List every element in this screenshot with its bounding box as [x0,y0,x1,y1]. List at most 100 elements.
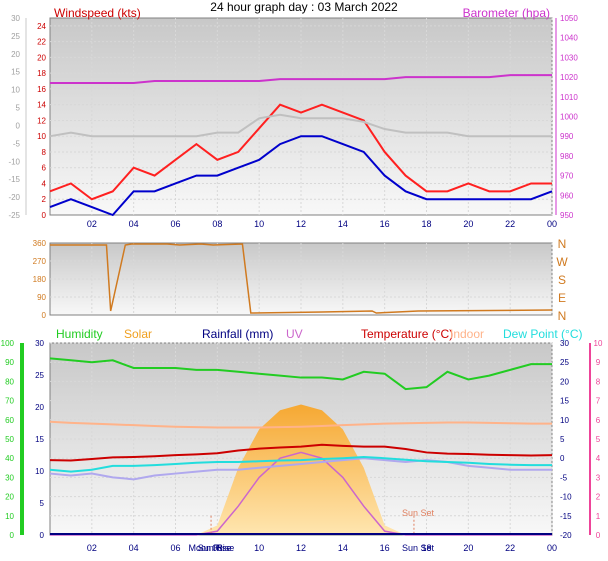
wind-y-tick: 16 [37,85,46,94]
temp-x-tick: 06 [170,543,180,553]
uv-y-tick: 2 [596,493,601,502]
wind-y2-tick: 5 [16,104,21,113]
humidity-y-tick: 20 [5,493,14,502]
temp-y-tick: -5 [560,473,568,482]
humidity-y-tick: 80 [5,377,14,386]
dewpoint-legend: Dew Point (°C) [503,327,582,341]
wind-y2-tick: 15 [11,68,20,77]
wind-x-tick: 14 [338,219,348,229]
humidity-y-tick: 50 [5,435,14,444]
temp-y2-tick: 0 [40,531,45,540]
humidity-y-tick: 10 [5,512,14,521]
wind-x-tick: 18 [421,219,431,229]
wind-series-2 [49,135,553,217]
temp-x-tick: 10 [254,543,264,553]
wind-y2-tick: 0 [16,121,21,130]
uv-y-tick: 0 [596,531,601,540]
wind-y-tick: 12 [37,116,46,125]
temp-y2-tick: 15 [35,435,44,444]
temp-x-tick: 18 [421,543,431,553]
barometer-y-tick: 1010 [560,93,578,102]
wind-y-tick: 4 [42,179,47,188]
windspeed-legend: Windspeed (kts) [54,6,141,20]
direction-compass-label: W [556,255,568,269]
temp-y-tick: -15 [560,512,572,521]
wind-y2-tick: -25 [8,211,20,220]
temp-y-tick: -10 [560,493,572,502]
temp-y-tick: 10 [560,416,569,425]
direction-y-tick: 360 [33,239,47,248]
barometer-y-tick: 950 [560,211,574,220]
wind-series-0 [50,74,552,85]
direction-y-tick: 180 [33,275,47,284]
wind-y-tick: 18 [37,69,46,78]
wind-y2-tick: -5 [13,139,21,148]
wind-y-tick: 2 [42,195,47,204]
temp-x-tick: 08 [212,543,222,553]
temp-y-tick: 20 [560,377,569,386]
rainfall-legend: Rainfall (mm) [202,327,273,341]
wind-series-3 [49,113,552,138]
temp-y-tick: -20 [560,531,572,540]
humidity-y-tick: 30 [5,473,14,482]
temperature-series [49,443,553,462]
direction-compass-label: N [558,309,567,323]
barometer-y-tick: 970 [560,172,574,181]
wind-x-tick: 08 [212,219,222,229]
humidity-y-tick: 90 [5,358,14,367]
barometer-y-tick: 1050 [560,14,578,23]
uv-y-tick: 6 [596,416,601,425]
humidity-y-tick: 0 [10,531,15,540]
wind-x-tick: 12 [296,219,306,229]
solar-area [50,404,552,535]
humidity-y-tick: 100 [1,339,15,348]
wind-y-tick: 10 [37,132,46,141]
wind-y2-tick: 20 [11,50,20,59]
sun-set-label: Sun Set [402,543,435,553]
uv-y-tick: 3 [596,473,601,482]
direction-compass-label: N [558,237,567,251]
temp-y-tick: 5 [560,435,565,444]
wind-y-tick: 20 [37,53,46,62]
wind-x-tick: 20 [463,219,473,229]
barometer-y-tick: 1000 [560,113,578,122]
temp-y2-tick: 5 [40,499,45,508]
wind-x-tick: 00 [547,219,557,229]
wind-y2-tick: 25 [11,32,20,41]
temp-x-tick: 04 [129,543,139,553]
uv-y-tick: 9 [596,358,601,367]
dewpoint-series [49,456,552,473]
temp-x-tick: 02 [87,543,97,553]
temp-y2-tick: 25 [35,371,44,380]
uv-legend: UV [286,327,303,341]
barometer-y-tick: 990 [560,132,574,141]
solar-legend: Solar [124,327,152,341]
uv-y-tick: 10 [594,339,603,348]
chart-title: 24 hour graph day : 03 March 2022 [210,0,398,14]
wind-y2-tick: 10 [11,86,20,95]
barometer-y-tick: 980 [560,152,574,161]
indoor-legend: Indoor [450,327,484,341]
wind-x-tick: 16 [380,219,390,229]
wind-y-tick: 8 [42,148,47,157]
uv-y-tick: 4 [596,454,601,463]
direction-y-tick: 270 [33,257,47,266]
wind-x-tick: 10 [254,219,264,229]
uv-y-tick: 7 [596,397,601,406]
humidity-legend: Humidity [56,327,103,341]
barometer-y-tick: 960 [560,191,574,200]
wind-y2-tick: -15 [8,175,20,184]
series-4 [49,457,552,481]
direction-series [50,243,553,314]
wind-y-tick: 24 [37,22,46,31]
wind-y-tick: 14 [37,101,46,110]
moon-rise-label: Moon Rise [188,543,231,553]
barometer-y-tick: 1040 [560,34,578,43]
sun-set-annotation: Sun Set [402,508,435,518]
wind-x-tick: 02 [87,219,97,229]
uv-y-tick: 5 [596,435,601,444]
direction-compass-label: E [558,291,566,305]
temp-x-tick: 22 [505,543,515,553]
temp-y2-tick: 30 [35,339,44,348]
temp-x-tick: 16 [380,543,390,553]
